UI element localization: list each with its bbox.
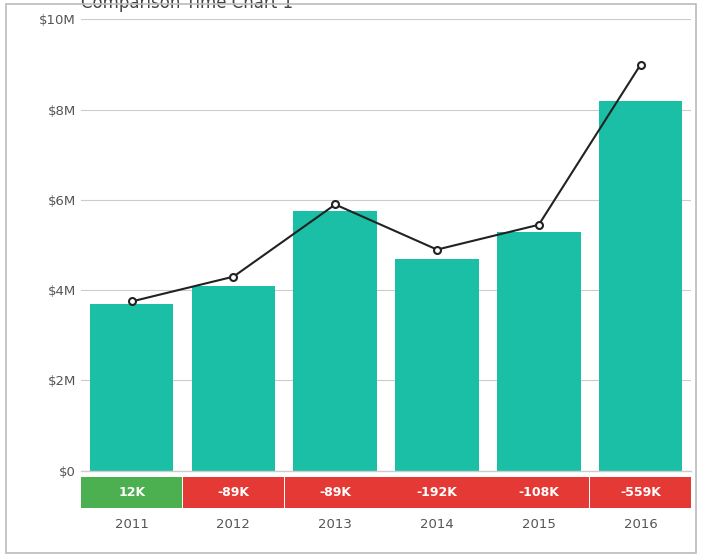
Bar [497,232,581,471]
FancyBboxPatch shape [488,477,590,508]
Bar [90,304,173,471]
Text: 2012: 2012 [216,518,251,531]
Text: 2016: 2016 [623,518,658,531]
Text: 2014: 2014 [420,518,454,531]
Text: -108K: -108K [518,486,559,499]
Bar [192,286,275,471]
Text: 2015: 2015 [522,518,556,531]
Text: 2013: 2013 [318,518,352,531]
FancyBboxPatch shape [183,477,284,508]
Text: 12K: 12K [118,486,145,499]
Text: -192K: -192K [416,486,458,499]
Text: -89K: -89K [218,486,249,499]
Bar [599,101,682,471]
Text: -559K: -559K [620,486,661,499]
Bar [293,211,377,471]
Bar [395,258,479,471]
Text: -89K: -89K [319,486,351,499]
FancyBboxPatch shape [81,477,183,508]
FancyBboxPatch shape [284,477,386,508]
Text: 2011: 2011 [114,518,149,531]
FancyBboxPatch shape [386,477,488,508]
Text: Comparison Time Chart 1: Comparison Time Chart 1 [81,0,293,12]
FancyBboxPatch shape [590,477,691,508]
